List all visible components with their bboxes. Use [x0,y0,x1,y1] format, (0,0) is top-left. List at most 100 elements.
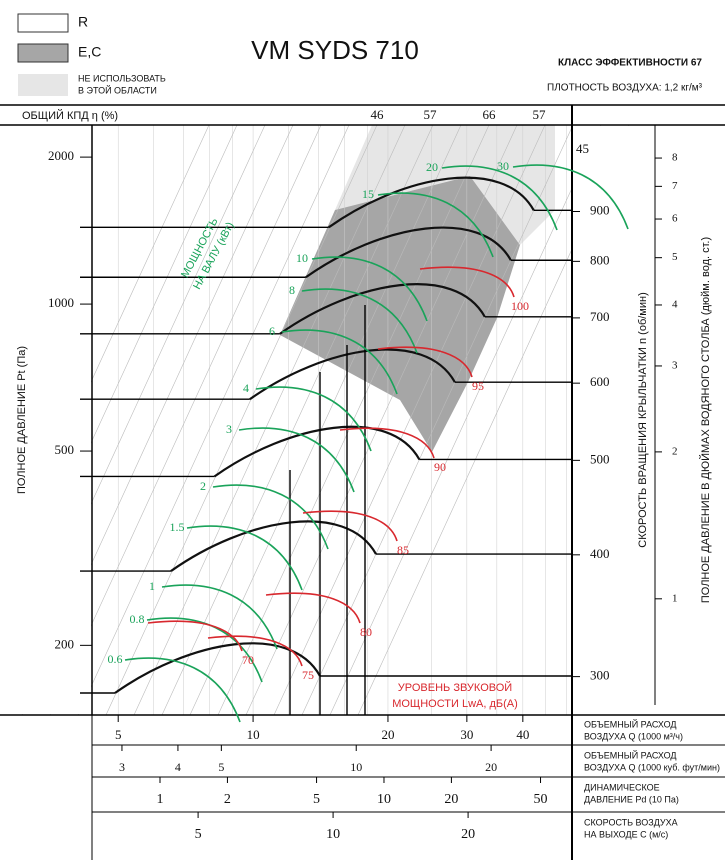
efficiency-value: 57 [533,107,547,122]
dynamic-pressure-axis-tick-label: 50 [534,792,548,807]
fan-curve [305,226,512,279]
cfm-axis-tick-label: 10 [350,760,362,774]
power-curve [301,288,418,354]
plot-clip-cover [573,126,725,714]
power-curve [281,329,398,395]
power-label: 1.5 [170,520,185,534]
legend-label: В ЭТОЙ ОБЛАСТИ [78,84,157,95]
sound-axis-label: УРОВЕНЬ ЗВУКОВОЙ [398,681,512,694]
dynamic-pressure-axis-tick-label: 10 [377,792,391,807]
power-label: 8 [289,283,295,297]
x-tick-label: 5 [115,727,122,742]
x-tick-label: 10 [247,727,260,742]
air-density: ПЛОТНОСТЬ ВОЗДУХА: 1,2 кг/м³ [547,83,703,94]
system-line [189,124,462,716]
power-label: 4 [243,381,249,395]
legend-label: R [78,14,88,30]
cfm-axis-tick-label: 5 [218,760,224,774]
y-tick-label: 500 [55,442,75,457]
cfm-axis-label: ОБЪЕМНЫЙ РАСХОД [584,749,676,760]
system-line [77,124,350,716]
rpm-tick-label: 800 [590,252,610,267]
x-axis-label: ОБЪЕМНЫЙ РАСХОД [584,718,676,729]
power-label: 3 [226,422,232,436]
efficiency-value: 57 [424,107,438,122]
y-tick-label: 200 [55,636,75,651]
power-curve [238,427,355,493]
velocity-axis-tick-label: 10 [326,827,340,842]
rpm-axis-label: СКОРОСТЬ ВРАЩЕНИЯ КРЫЛЬЧАТКИ n (об/мин) [637,292,649,548]
cfm-axis-label: ВОЗДУХА Q (1000 куб. фут/мин) [584,762,720,772]
fan-curve [213,425,421,478]
plot-clip-cover [0,126,91,714]
legend-swatch [17,13,69,33]
system-line [273,124,546,716]
power-label: 0.6 [108,652,123,666]
y-tick-label: 2000 [48,148,74,163]
sound-label: 80 [360,625,372,639]
x-axis-label: ВОЗДУХА Q (1000 м³/ч) [584,731,683,741]
inch-tick-label: 5 [672,251,678,263]
efficiency-label: ОБЩИЙ КПД η (%) [22,109,118,122]
power-label: 15 [362,187,374,201]
legend-label: E,C [78,44,101,60]
power-label: 30 [497,159,509,173]
power-curve [124,657,241,723]
sound-curve [377,346,473,378]
fan-curve [249,348,456,401]
inch-tick-label: 4 [672,299,678,311]
rpm-tick-label: 700 [590,309,610,324]
sound-axis-label: МОЩНОСТИ LwA, дБ(A) [392,698,518,710]
power-curve [146,617,263,683]
dynamic-pressure-axis-tick-label: 2 [224,792,231,807]
power-label: 2 [200,479,206,493]
power-curve [377,192,494,258]
dynamic-pressure-axis-tick-label: 5 [313,792,320,807]
power-curve [212,484,329,550]
efficiency-value: 66 [483,107,497,122]
power-curve [255,386,372,452]
efficiency-value: 45 [576,141,589,156]
dynamic-pressure-axis-tick-label: 20 [444,792,458,807]
fan-curve [279,283,486,335]
system-line [49,124,322,716]
velocity-axis-tick-label: 5 [195,827,202,842]
rpm-tick-label: 900 [590,202,610,217]
sound-curve [302,510,398,542]
sound-curve [265,592,361,624]
sound-label: 95 [472,379,484,393]
x-tick-label: 30 [460,727,473,742]
rpm-tick-label: 300 [590,668,610,683]
efficiency-class: КЛАСС ЭФФЕКТИВНОСТИ 67 [558,58,702,69]
system-line [133,124,406,716]
y-axis-label: ПОЛНОЕ ДАВЛЕНИЕ Pt (Па) [16,346,28,494]
legend-swatch [17,43,69,63]
inch-tick-label: 7 [672,180,678,192]
inch-axis-label: ПОЛНОЕ ДАВЛЕНИЕ В ДЮЙМАХ ВОДЯНОГО СТОЛБА… [699,237,712,603]
x-tick-label: 20 [381,727,394,742]
sound-label: 70 [242,653,254,667]
legend-label: НЕ ИСПОЛЬЗОВАТЬ [78,73,166,83]
dynamic-pressure-axis-tick-label: 1 [157,792,164,807]
power-label: 6 [269,324,275,338]
cfm-axis-tick-label: 4 [175,760,181,774]
power-curve [161,584,278,650]
background-layer [0,124,725,716]
sound-label: 85 [397,543,409,557]
ec-region [280,176,520,452]
sound-curve [207,635,303,667]
inch-tick-label: 8 [672,152,678,164]
power-curve [512,164,629,230]
sound-label: 90 [434,460,446,474]
cfm-axis-tick-label: 3 [119,760,125,774]
dynamic-pressure-axis-label: ДИНАМИЧЕСКОЕ [584,782,660,792]
sound-curve [147,620,243,652]
power-curve [186,525,303,591]
fan-curve [114,642,321,694]
legend-swatch [18,74,68,96]
system-line [105,124,378,716]
sound-curve [419,266,515,298]
system-line [161,124,434,716]
